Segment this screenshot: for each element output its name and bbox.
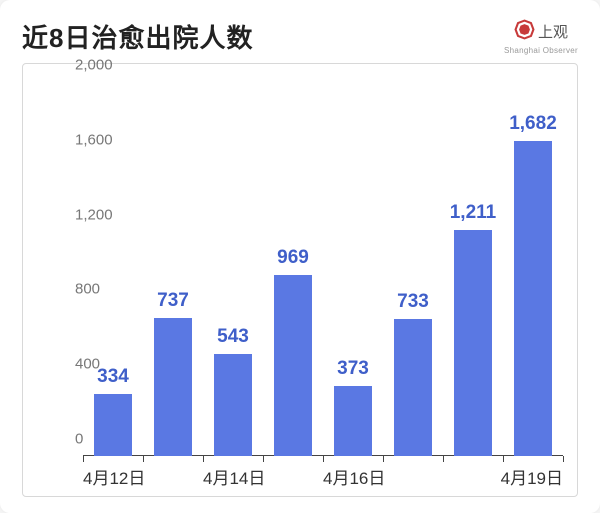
x-axis-label: 4月14日 — [203, 464, 265, 489]
x-axis-label: 4月19日 — [501, 464, 563, 489]
brand-logo: 上观 Shanghai Observer — [504, 19, 578, 55]
bar: 373 — [334, 386, 371, 456]
x-tick-mark — [263, 456, 264, 462]
bars-container: 3344月12日7375434月14日9693734月16日7331,2111,… — [83, 82, 563, 456]
x-axis-label: 4月12日 — [83, 464, 145, 489]
bar-value-label: 373 — [337, 358, 369, 380]
x-axis-label: 4月16日 — [323, 464, 385, 489]
bar-value-label: 543 — [217, 326, 249, 348]
bar-value-label: 737 — [157, 290, 189, 312]
x-tick-mark — [143, 456, 144, 462]
x-tick-mark — [503, 456, 504, 462]
bar-value-label: 334 — [97, 366, 129, 388]
bar-chart: 04008001,2001,6002,0003344月12日7375434月14… — [22, 63, 578, 497]
x-tick-mark — [563, 456, 564, 462]
page-title: 近8日治愈出院人数 — [22, 18, 253, 55]
bar: 969 — [274, 275, 311, 456]
bar: 543 — [214, 354, 251, 456]
x-tick-mark — [203, 456, 204, 462]
x-tick-mark — [83, 456, 84, 462]
bar-value-label: 969 — [277, 247, 309, 269]
chart-card: 近8日治愈出院人数 上观 Shanghai Observer 04008001,… — [0, 0, 600, 513]
x-tick-mark — [443, 456, 444, 462]
bar: 737 — [154, 318, 191, 456]
brand-name: 上观 — [538, 21, 568, 42]
bar-value-label: 733 — [397, 291, 429, 313]
bar-value-label: 1,211 — [450, 202, 497, 224]
brand-icon — [514, 19, 535, 45]
x-tick-mark — [383, 456, 384, 462]
header: 近8日治愈出院人数 上观 Shanghai Observer — [22, 18, 578, 55]
bar: 1,211 — [454, 230, 491, 456]
x-tick-mark — [323, 456, 324, 462]
brand-subtitle: Shanghai Observer — [504, 46, 578, 55]
bar-value-label: 1,682 — [509, 113, 557, 135]
bar: 334 — [94, 394, 131, 456]
bar: 733 — [394, 319, 431, 456]
bar: 1,682 — [514, 141, 551, 456]
